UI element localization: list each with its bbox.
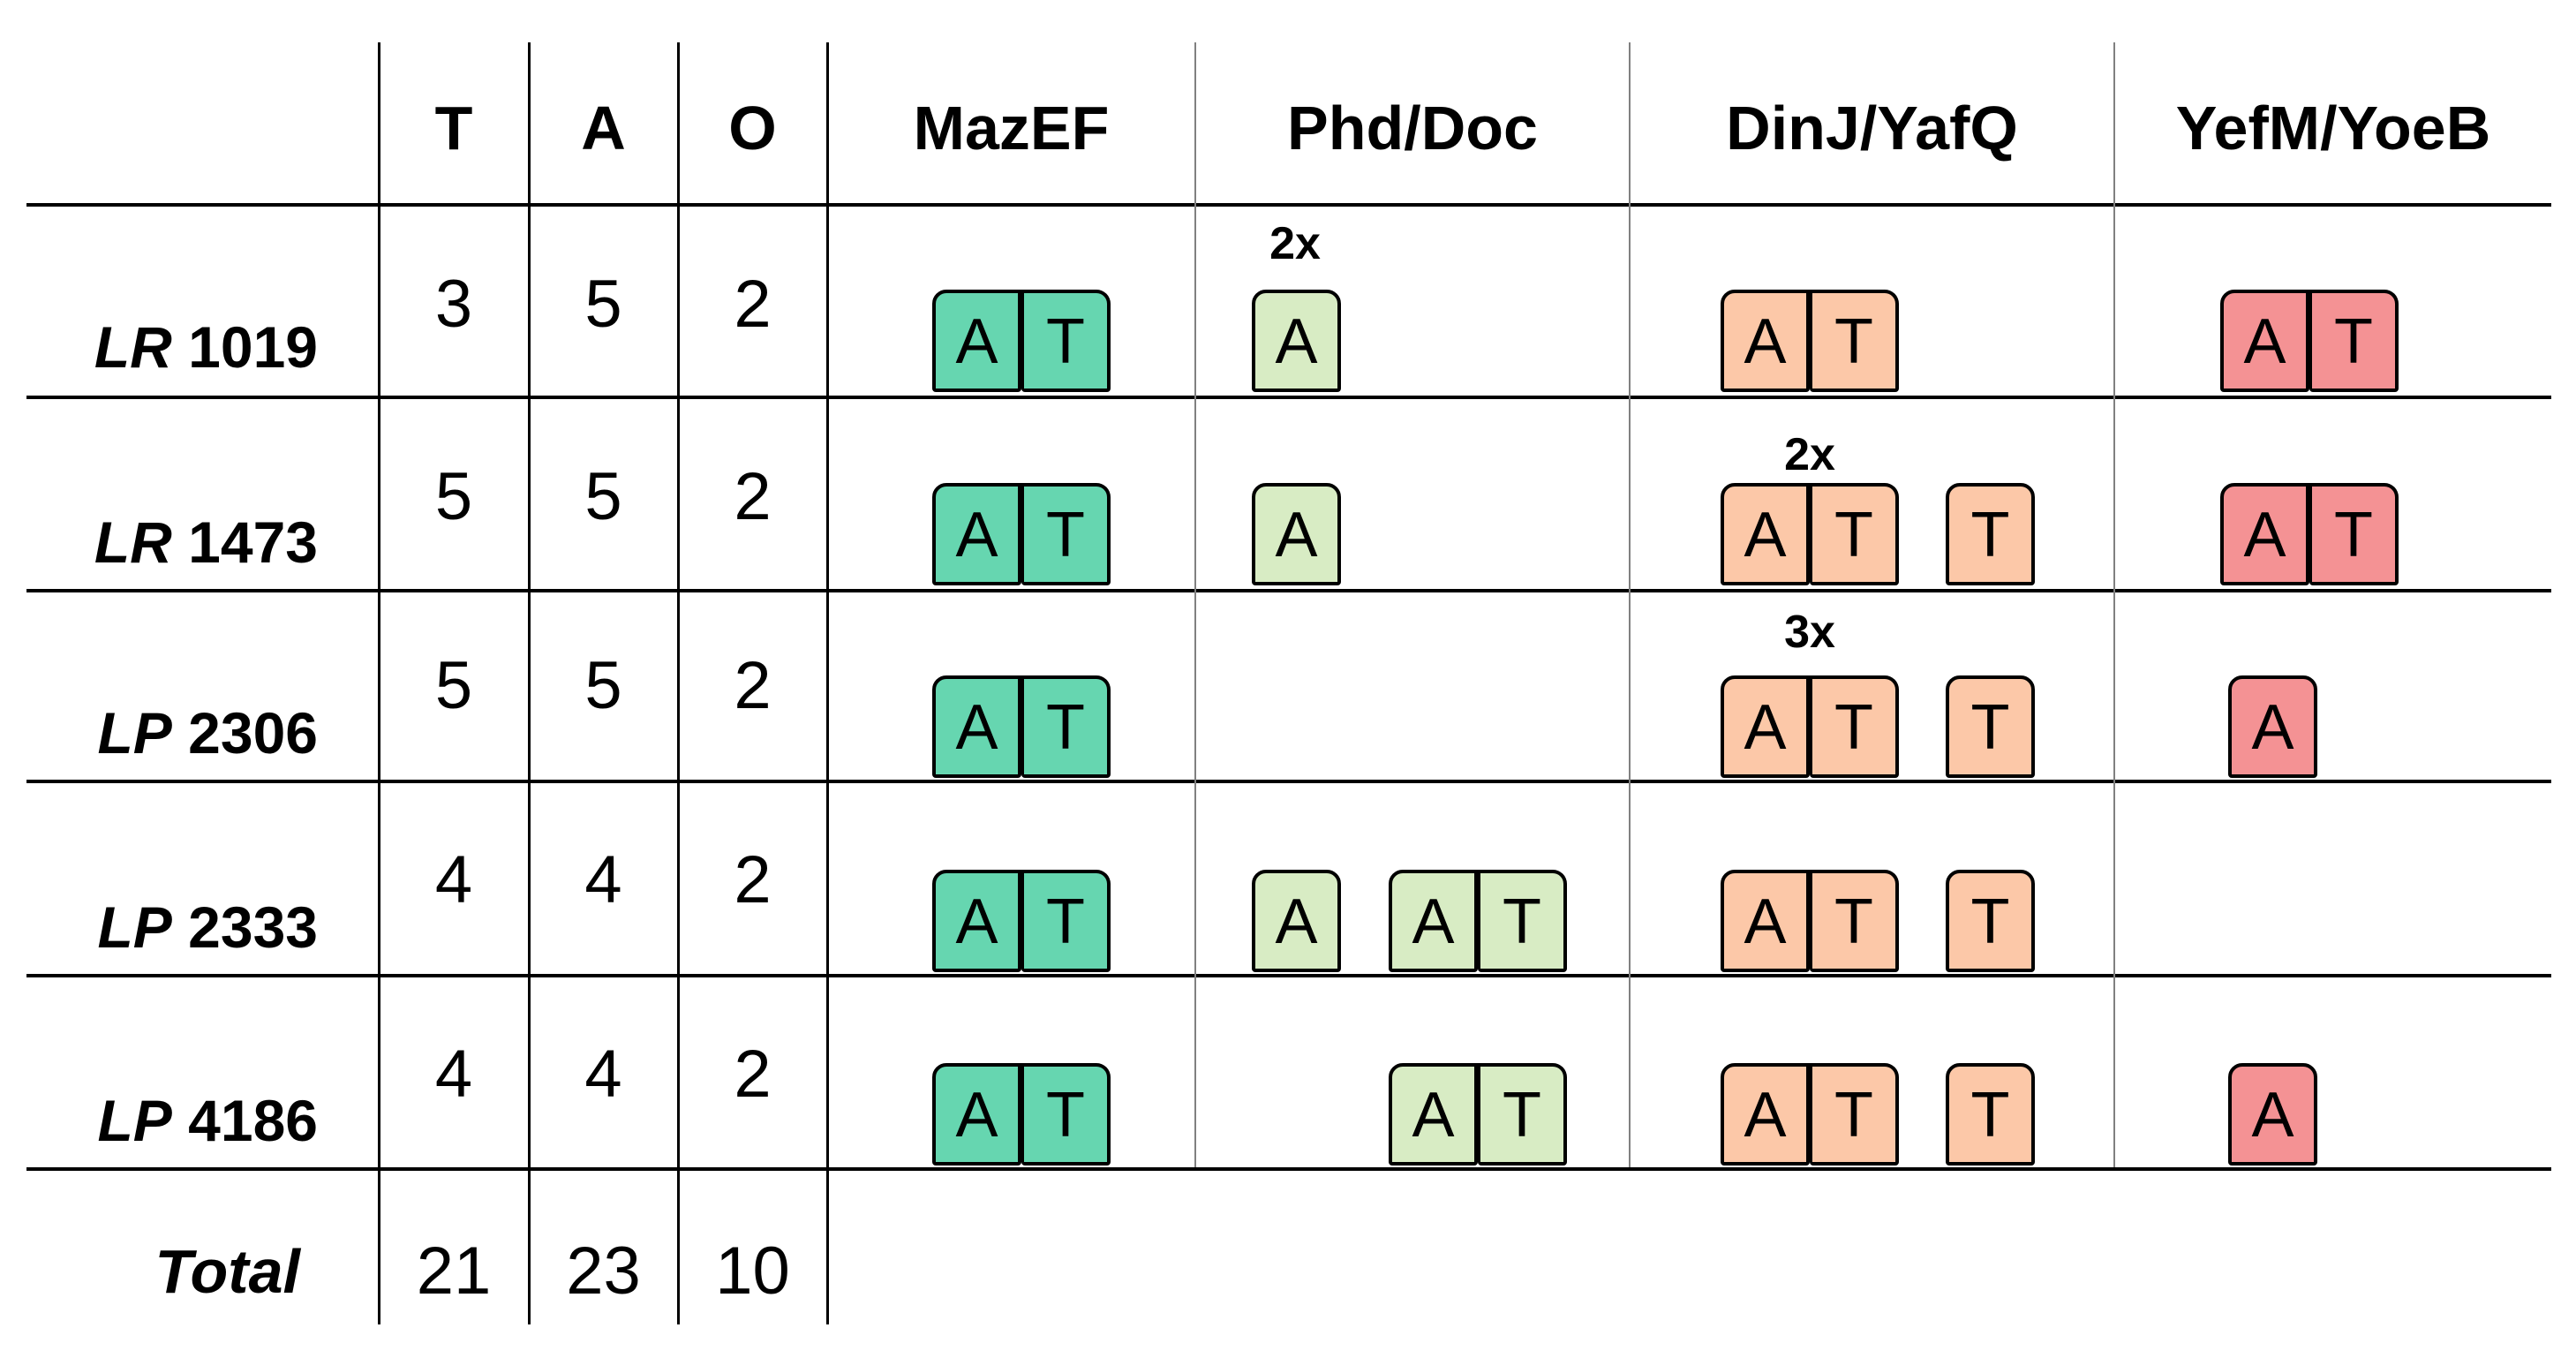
gene-antitoxin: A <box>932 870 1021 972</box>
rule-row-2 <box>26 589 2551 592</box>
rule-col-label <box>378 42 380 1324</box>
species-name: LP <box>97 894 172 960</box>
gene-antitoxin: A <box>1721 675 1810 778</box>
gene-toxin: T <box>1021 870 1111 972</box>
count-a-lp2306: 5 <box>584 648 622 723</box>
strain-number: 1019 <box>188 314 318 380</box>
count-a-lr1019: 5 <box>584 267 622 342</box>
gene-antitoxin: A <box>932 290 1021 392</box>
gene-antitoxin: A <box>932 675 1021 778</box>
rule-col-mazef <box>1194 42 1196 1167</box>
rule-row-5 <box>26 1167 2551 1171</box>
header-phddoc: Phd/Doc <box>1287 94 1538 162</box>
gene-antitoxin: A <box>2220 290 2309 392</box>
count-t-lp2306: 5 <box>434 648 473 723</box>
header-yefmyoeb: YefM/YoeB <box>2175 94 2491 162</box>
rule-col-dinjyafq <box>2113 42 2115 1167</box>
gene-toxin: T <box>1021 290 1111 392</box>
gene-antitoxin: A <box>1721 1063 1810 1166</box>
gene-antitoxin: A <box>1721 870 1810 972</box>
strain-number: 2333 <box>188 894 318 960</box>
gene-toxin: T <box>1478 870 1567 972</box>
header-dinjyafq: DinJ/YafQ <box>1726 94 2018 162</box>
rule-col-t <box>528 42 531 1324</box>
gene-toxin: T <box>1021 675 1111 778</box>
total-t: 21 <box>416 1234 492 1309</box>
gene-antitoxin: A <box>1252 483 1341 585</box>
gene-toxin: T <box>1946 483 2035 585</box>
row-label-lp4186: LP 4186 <box>35 1081 318 1160</box>
gene-antitoxin: A <box>1721 290 1810 392</box>
total-o: 10 <box>715 1234 790 1309</box>
gene-toxin: T <box>2309 290 2399 392</box>
count-o-lp4186: 2 <box>734 1037 772 1112</box>
gene-antitoxin: A <box>1721 483 1810 585</box>
gene-antitoxin: A <box>1252 290 1341 392</box>
header-mazef: MazEF <box>913 94 1110 162</box>
gene-antitoxin: A <box>2228 1063 2317 1166</box>
rule-col-o <box>826 42 829 1324</box>
header-o: O <box>728 94 777 162</box>
count-o-lr1019: 2 <box>734 267 772 342</box>
species-name: LP <box>97 700 172 766</box>
row-label-lr1019: LR 1019 <box>35 307 318 387</box>
species-name: LR <box>94 314 172 380</box>
row-label-lp2333: LP 2333 <box>35 887 318 967</box>
rule-row-1 <box>26 396 2551 399</box>
gene-toxin: T <box>1946 675 2035 778</box>
gene-antitoxin: A <box>1389 870 1478 972</box>
multiplier-label: 2x <box>1269 218 1321 269</box>
total-a: 23 <box>566 1234 641 1309</box>
gene-toxin: T <box>1810 483 1899 585</box>
total-label: Total <box>154 1237 300 1306</box>
count-t-lp2333: 4 <box>434 842 473 917</box>
gene-toxin: T <box>1021 483 1111 585</box>
gene-antitoxin: A <box>1252 870 1341 972</box>
gene-antitoxin: A <box>2228 675 2317 778</box>
count-t-lp4186: 4 <box>434 1037 473 1112</box>
gene-toxin: T <box>1478 1063 1567 1166</box>
rule-header <box>26 203 2551 207</box>
row-label-lp2306: LP 2306 <box>35 693 318 773</box>
rule-row-4 <box>26 974 2551 977</box>
gene-toxin: T <box>1810 675 1899 778</box>
gene-antitoxin: A <box>932 483 1021 585</box>
rule-col-phddoc <box>1629 42 1631 1167</box>
gene-toxin: T <box>1810 290 1899 392</box>
rule-col-a <box>677 42 680 1324</box>
count-o-lp2333: 2 <box>734 842 772 917</box>
gene-toxin: T <box>1810 1063 1899 1166</box>
multiplier-label: 2x <box>1784 429 1835 480</box>
count-o-lr1473: 2 <box>734 459 772 534</box>
gene-toxin: T <box>1946 1063 2035 1166</box>
strain-number: 4186 <box>188 1088 318 1153</box>
row-label-lr1473: LR 1473 <box>35 502 318 582</box>
count-t-lr1019: 3 <box>434 267 473 342</box>
count-o-lp2306: 2 <box>734 648 772 723</box>
strain-number: 1473 <box>188 509 318 575</box>
header-a: A <box>581 94 626 162</box>
gene-toxin: T <box>1021 1063 1111 1166</box>
gene-antitoxin: A <box>2220 483 2309 585</box>
strain-number: 2306 <box>188 700 318 766</box>
species-name: LR <box>94 509 172 575</box>
gene-antitoxin: A <box>932 1063 1021 1166</box>
count-a-lp4186: 4 <box>584 1037 622 1112</box>
gene-toxin: T <box>2309 483 2399 585</box>
gene-antitoxin: A <box>1389 1063 1478 1166</box>
multiplier-label: 3x <box>1784 607 1835 658</box>
species-name: LP <box>97 1088 172 1153</box>
count-t-lr1473: 5 <box>434 459 473 534</box>
count-a-lp2333: 4 <box>584 842 622 917</box>
gene-toxin: T <box>1946 870 2035 972</box>
gene-toxin: T <box>1810 870 1899 972</box>
rule-row-3 <box>26 780 2551 783</box>
header-t: T <box>434 94 473 162</box>
count-a-lr1473: 5 <box>584 459 622 534</box>
